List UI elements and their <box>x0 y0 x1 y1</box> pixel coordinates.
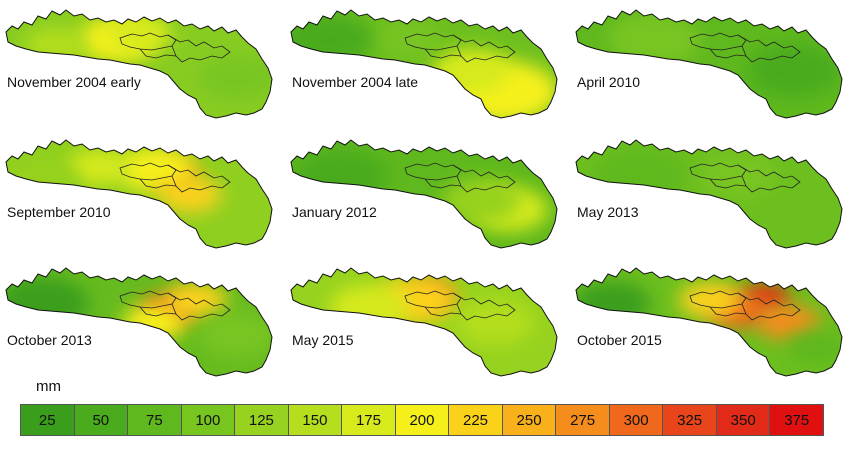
map-panel: November 2004 late <box>285 2 565 127</box>
map-label: April 2010 <box>577 74 641 90</box>
basin-map <box>290 9 558 119</box>
subbasin-boundary <box>424 306 462 317</box>
subbasin-boundary <box>139 178 177 189</box>
subbasin-boundary <box>139 306 177 317</box>
map-panel: May 2015 <box>285 260 565 385</box>
subbasin-boundary <box>119 32 177 51</box>
subbasin-boundary <box>167 164 231 193</box>
legend-cell: 75 <box>128 405 182 435</box>
subbasin-boundary <box>452 164 516 193</box>
subbasin-boundary <box>689 32 747 51</box>
basin-map <box>5 139 273 249</box>
legend-unit: mm <box>36 378 61 395</box>
subbasin-boundary <box>404 32 462 51</box>
basin-map <box>575 267 843 377</box>
basin-map <box>575 139 843 249</box>
map-label: November 2004 early <box>7 74 141 90</box>
subbasin-boundary <box>737 292 801 321</box>
basin-outline <box>290 267 558 377</box>
legend-cell: 125 <box>235 405 289 435</box>
map-label: January 2012 <box>292 204 377 220</box>
subbasin-boundary <box>119 162 177 181</box>
map-panel: September 2010 <box>0 132 280 257</box>
basin-outline <box>5 267 273 377</box>
subbasin-boundary <box>452 292 516 321</box>
legend-cell: 250 <box>502 405 557 435</box>
subbasin-boundary <box>709 306 747 317</box>
basin-map <box>290 139 558 249</box>
map-label: September 2010 <box>7 204 111 220</box>
legend-cell: 200 <box>395 405 450 435</box>
map-label: October 2013 <box>7 332 92 348</box>
rainfall-hotspot <box>785 329 842 366</box>
basin-map <box>5 267 273 377</box>
rainfall-hotspot <box>164 282 228 318</box>
subbasin-boundary <box>139 48 177 59</box>
subbasin-boundary <box>404 162 462 181</box>
subbasin-boundary <box>737 34 801 63</box>
basin-outline <box>290 139 558 249</box>
map-label: November 2004 late <box>292 74 419 90</box>
legend-cell: 150 <box>288 405 343 435</box>
subbasin-boundary <box>689 162 747 181</box>
legend-cell: 300 <box>609 405 664 435</box>
basin-map <box>290 267 558 377</box>
legend-cell: 100 <box>181 405 236 435</box>
rainfall-hotspot <box>24 27 88 64</box>
basin-outline <box>5 9 273 119</box>
rainfall-hotspot <box>746 43 842 98</box>
legend-cell: 25 <box>21 405 75 435</box>
rainfall-hotspot <box>66 149 130 185</box>
subbasin-boundary <box>709 48 747 59</box>
subbasin-boundary <box>424 178 462 189</box>
legend-cell: 175 <box>342 405 396 435</box>
map-panel: April 2010 <box>570 2 850 127</box>
rainfall-hotspot <box>198 54 272 100</box>
rainfall-hotspot <box>678 282 742 318</box>
subbasin-boundary <box>452 34 516 63</box>
rainfall-hotspot <box>592 148 688 203</box>
basin-outline <box>5 139 273 249</box>
subbasin-boundary <box>689 290 747 309</box>
rainfall-hotspot <box>108 15 172 52</box>
basin-outline <box>575 267 843 377</box>
basin-outline <box>575 9 843 119</box>
subbasin-boundary <box>167 34 231 63</box>
basin-map <box>575 9 843 119</box>
basin-outline <box>290 9 558 119</box>
subbasin-boundary <box>404 290 462 309</box>
basin-outline <box>575 139 843 249</box>
map-panel: January 2012 <box>285 132 565 257</box>
legend-cell: 225 <box>449 405 503 435</box>
subbasin-boundary <box>167 292 231 321</box>
rainfall-hotspot <box>441 178 521 224</box>
legend-cell: 325 <box>663 405 717 435</box>
map-label: May 2015 <box>292 332 354 348</box>
rainfall-hotspot <box>606 12 702 67</box>
color-legend: 25 50 75 100 125 150 175 200 225 250 275 300 325 350 3… <box>20 404 824 436</box>
legend-cell: 375 <box>770 405 823 435</box>
map-label: May 2013 <box>577 204 639 220</box>
basin-map <box>5 9 273 119</box>
rainfall-hotspot <box>198 312 272 358</box>
rainfall-hotspot <box>379 21 443 58</box>
map-panel: November 2004 early <box>0 2 280 127</box>
rainfall-hotspot <box>159 176 222 213</box>
map-label: October 2015 <box>577 332 662 348</box>
rainfall-hotspot <box>430 48 509 94</box>
map-panel: May 2013 <box>570 132 850 257</box>
map-panel: October 2013 <box>0 260 280 385</box>
map-panel: October 2015 <box>570 260 850 385</box>
subbasin-boundary <box>119 290 177 309</box>
rainfall-hotspot <box>329 285 409 330</box>
legend-cell: 350 <box>716 405 771 435</box>
subbasin-boundary <box>424 48 462 59</box>
subbasin-boundary <box>709 178 747 189</box>
rainfall-hotspot <box>455 300 535 345</box>
legend-cell: 275 <box>556 405 610 435</box>
rainfall-hotspot <box>698 153 778 199</box>
subbasin-boundary <box>737 164 801 193</box>
rainfall-hotspot <box>293 148 389 203</box>
legend-cell: 50 <box>74 405 129 435</box>
